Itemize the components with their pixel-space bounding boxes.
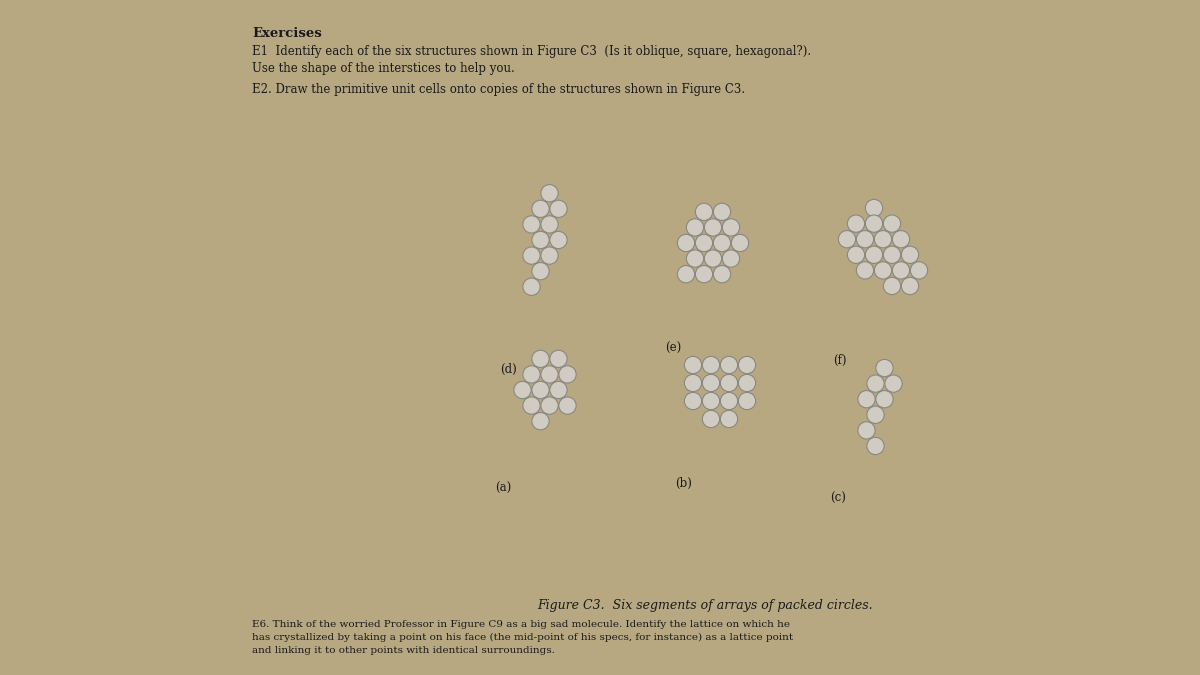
Circle shape — [523, 278, 540, 296]
Circle shape — [684, 375, 702, 392]
Circle shape — [901, 246, 919, 263]
Circle shape — [523, 366, 540, 383]
Circle shape — [541, 247, 558, 264]
Circle shape — [866, 406, 884, 423]
Circle shape — [713, 234, 731, 252]
Circle shape — [875, 231, 892, 248]
Circle shape — [523, 397, 540, 414]
Text: Exercises: Exercises — [252, 27, 322, 40]
Circle shape — [686, 219, 703, 236]
Circle shape — [883, 215, 901, 232]
Text: E6. Think of the worried Professor in Figure C9 as a big sad molecule. Identify : E6. Think of the worried Professor in Fi… — [252, 620, 793, 655]
Circle shape — [893, 262, 910, 279]
Circle shape — [559, 366, 576, 383]
Circle shape — [847, 246, 865, 263]
Circle shape — [720, 392, 738, 410]
Circle shape — [901, 277, 919, 294]
Circle shape — [684, 356, 702, 374]
Circle shape — [865, 246, 883, 263]
Circle shape — [720, 410, 738, 428]
Circle shape — [550, 232, 568, 248]
Circle shape — [532, 232, 550, 248]
Circle shape — [532, 200, 550, 217]
Circle shape — [702, 410, 720, 428]
Circle shape — [702, 392, 720, 410]
Circle shape — [695, 203, 713, 221]
Circle shape — [713, 203, 731, 221]
Circle shape — [550, 350, 568, 367]
Circle shape — [677, 265, 695, 283]
Circle shape — [695, 234, 713, 252]
Circle shape — [738, 356, 756, 374]
Circle shape — [720, 375, 738, 392]
Circle shape — [550, 381, 568, 399]
Circle shape — [704, 250, 721, 267]
Text: E1  Identify each of the six structures shown in Figure C3  (Is it oblique, squa: E1 Identify each of the six structures s… — [252, 45, 811, 58]
Text: E2. Draw the primitive unit cells onto copies of the structures shown in Figure : E2. Draw the primitive unit cells onto c… — [252, 83, 745, 96]
Circle shape — [858, 391, 875, 408]
Circle shape — [738, 392, 756, 410]
Circle shape — [738, 375, 756, 392]
Circle shape — [722, 219, 739, 236]
Circle shape — [858, 422, 875, 439]
Circle shape — [523, 247, 540, 264]
Circle shape — [704, 219, 721, 236]
Circle shape — [731, 234, 749, 252]
Circle shape — [883, 246, 901, 263]
Circle shape — [713, 265, 731, 283]
Text: (b): (b) — [674, 477, 692, 490]
Circle shape — [866, 437, 884, 454]
Circle shape — [550, 200, 568, 217]
Circle shape — [866, 375, 884, 392]
Circle shape — [911, 262, 928, 279]
Circle shape — [559, 397, 576, 414]
Circle shape — [847, 215, 865, 232]
Circle shape — [876, 391, 893, 408]
Circle shape — [686, 250, 703, 267]
Circle shape — [839, 231, 856, 248]
Text: (c): (c) — [830, 492, 846, 505]
Text: (f): (f) — [833, 354, 846, 367]
Circle shape — [883, 277, 901, 294]
Circle shape — [532, 381, 550, 399]
Circle shape — [857, 231, 874, 248]
Circle shape — [532, 350, 550, 367]
Circle shape — [684, 392, 702, 410]
Text: Figure C3.  Six segments of arrays of packed circles.: Figure C3. Six segments of arrays of pac… — [538, 599, 872, 612]
Circle shape — [702, 356, 720, 374]
Text: (e): (e) — [665, 342, 682, 355]
Circle shape — [541, 184, 558, 202]
Circle shape — [893, 231, 910, 248]
Circle shape — [532, 412, 550, 430]
Circle shape — [875, 262, 892, 279]
Text: (a): (a) — [496, 482, 511, 495]
Circle shape — [541, 216, 558, 233]
Circle shape — [865, 215, 883, 232]
Circle shape — [541, 397, 558, 414]
Circle shape — [702, 375, 720, 392]
Circle shape — [720, 356, 738, 374]
Circle shape — [541, 366, 558, 383]
Circle shape — [677, 234, 695, 252]
Circle shape — [857, 262, 874, 279]
Circle shape — [695, 265, 713, 283]
Circle shape — [876, 359, 893, 377]
Circle shape — [532, 263, 550, 280]
Text: Use the shape of the interstices to help you.: Use the shape of the interstices to help… — [252, 62, 515, 75]
Text: (d): (d) — [500, 362, 517, 376]
Circle shape — [865, 199, 883, 217]
Circle shape — [514, 381, 532, 399]
Circle shape — [722, 250, 739, 267]
Circle shape — [523, 216, 540, 233]
Circle shape — [884, 375, 902, 392]
